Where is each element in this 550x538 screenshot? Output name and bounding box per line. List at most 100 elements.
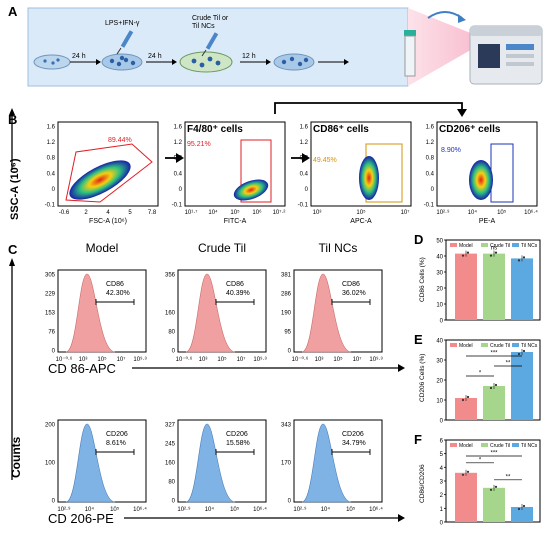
histogram-peak [301,273,352,353]
curved-arrow-icon [427,11,466,23]
step-1-label: 24 h [72,53,86,60]
data-point [494,383,498,387]
bar [483,253,505,320]
x-tick-label: 10¹·⁷ [185,209,198,216]
marker-label: CD86 [226,281,244,288]
x-tick-label: 10⁹·³ [133,356,146,363]
x-tick-label: 10⁶·⁴ [369,506,383,513]
data-point [461,473,465,476]
y-tick-label: 1.2 [47,140,56,146]
treatment-line1: Crude Til or [192,15,229,22]
gate [240,139,272,203]
panel-b-yaxis: SSC-A (10⁶) [9,158,21,220]
data-point [489,386,493,390]
syringe-2-icon [201,32,219,57]
gate-percentage: 49.45% [313,157,337,164]
histogram-peak [185,273,236,353]
y-tick-label: 305 [45,273,56,279]
bar [511,506,533,522]
bar [483,487,505,522]
gating-arrows [165,102,467,163]
x-tick-label: 10²·⁹ [177,506,191,513]
legend-label: Model [459,343,473,349]
y-tick-label: 95 [284,330,291,336]
gate-percentage: 8.90% [441,147,461,154]
y-tick-label: 1.2 [300,140,309,146]
legend-swatch [450,443,457,447]
data-point [517,259,521,262]
bar [483,386,505,420]
x-tick-label: 7.8 [148,210,157,216]
y-tick-label: 1.6 [174,125,183,131]
marker-percentage: 15.58% [226,440,250,447]
gate-percentage: 95.21% [187,141,211,148]
data-point [466,470,470,473]
legend-label: Crude Til [490,443,510,449]
y-tick-label: 1.6 [300,125,309,131]
y-tick-label: 160 [165,461,176,467]
y-tick-label: -0.1 [298,203,309,209]
data-point [489,488,493,491]
y-tick-label: 286 [281,292,292,298]
y-tick-label: 0 [179,187,183,193]
data-point [466,395,470,399]
y-tick-label: 0.4 [300,171,309,177]
x-axis-label: FSC-A (10⁶) [89,218,127,225]
x-tick-label: 10³ [313,210,322,216]
y-tick-label: 0 [52,187,56,193]
cell-population [233,179,269,201]
data-point [466,251,470,254]
y-tick-label: 80 [168,330,175,336]
cd206-axis-label: CD 206-PE [48,511,114,526]
legend-label: Crude Til [490,343,510,349]
y-tick-label: 5 [440,452,444,458]
y-axis-label: CD86 Cells (%) [419,257,426,302]
legend-swatch [450,343,457,347]
marker-label: CD86 [342,281,360,288]
significance-label: ns [491,246,497,252]
x-tick-label: -0.6 [59,210,70,216]
x-tick-label: 10⁴ [468,209,478,216]
x-tick-label: 10⁹·³ [253,356,266,363]
legend-label: Model [459,243,473,249]
y-tick-label: 356 [165,273,176,279]
y-tick-label: 0 [172,349,176,355]
panel-letter: D [414,232,423,247]
dotplot-1: 1.6 1.2 0.8 0.4 0 -0.1-0.6 2 4 5 7.8 FSC-A (10⁶) 89… [45,121,159,225]
y-tick-label: 0.4 [174,171,183,177]
dish-1 [33,54,71,70]
flow-cytometer-icon [469,25,543,85]
significance-label: * [479,371,482,377]
plot-title: F4/80⁺ cells [187,124,243,135]
y-tick-label: 40 [436,255,443,261]
x-tick-label: 2 [84,210,88,216]
y-tick-label: 0 [431,187,435,193]
x-tick-label: 10³ [315,357,324,363]
bar [511,352,533,420]
bar-chart-panelE: E CD206 Cells (%) 40 30 20 10 0 Model Crude Til T… [414,332,541,425]
data-point [494,485,498,488]
column-header: Model [86,241,119,255]
legend-swatch [512,243,519,247]
x-tick-label: 10⁶·⁴ [524,209,538,216]
y-tick-label: -0.1 [45,203,56,209]
step-2-label: 24 h [148,53,162,60]
x-tick-label: 10⁷ [117,356,126,363]
panel-letter: F [414,432,422,447]
x-tick-label: 10⁻⁰·⁶ [176,356,193,363]
marker-percentage: 42.30% [106,290,130,297]
panel-letter: E [414,332,423,347]
x-tick-label: 4 [106,210,110,216]
y-tick-label: 100 [45,461,56,467]
histogram-row1-3: 381 286 190 95 010⁻⁰·⁶ 10³ 10⁵ 10⁷ 10⁹·³ CD86 36.0… [281,269,383,363]
histogram-peak [65,423,116,503]
counts-label: Counts [9,436,23,478]
panel-a-box [27,7,409,87]
x-tick-label: 10⁷ [401,209,410,216]
x-tick-label: 10⁵ [97,356,107,363]
y-tick-label: 3 [440,480,444,486]
